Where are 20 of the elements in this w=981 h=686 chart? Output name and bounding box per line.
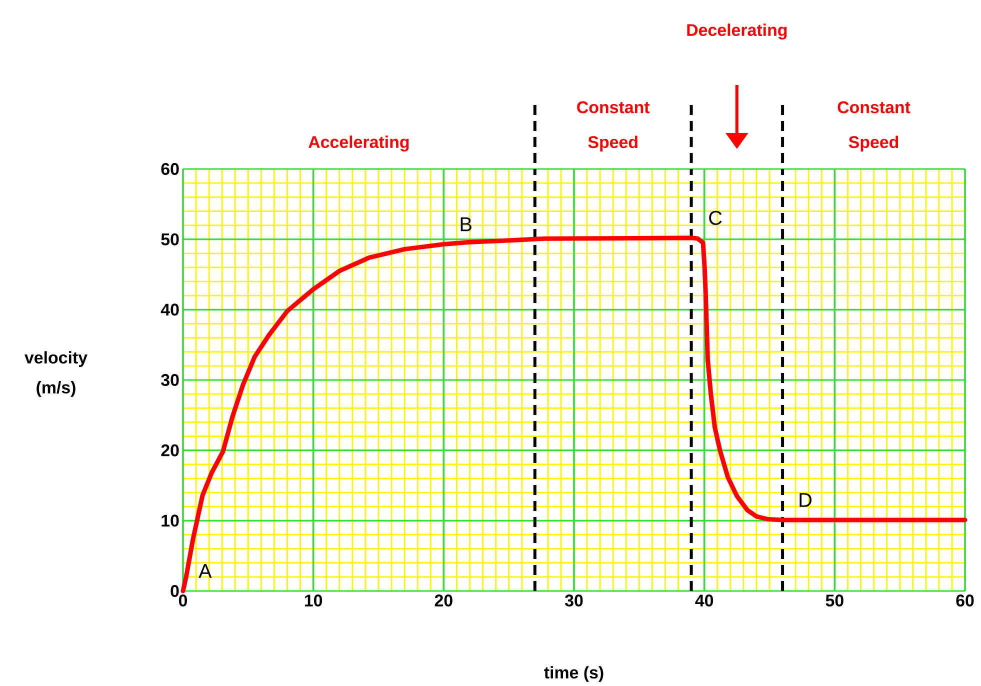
y-tick-label: 0: [170, 585, 179, 597]
x-tick-label: 20: [434, 594, 452, 607]
y-tick-label: 40: [160, 304, 179, 316]
text: Decelerating: [687, 24, 787, 40]
y-tick-label: 30: [161, 374, 179, 386]
text: Constant Speed: [838, 101, 910, 152]
y-axis-title: velocity (m/s): [24, 351, 88, 397]
x-tick-label: 60: [956, 594, 974, 607]
x-tick-label: 50: [826, 594, 844, 607]
text: Constant Speed: [577, 101, 650, 152]
y-tick-label: 60: [161, 163, 179, 175]
y-tick-label: 20: [161, 444, 179, 456]
y-tick-label: 10: [162, 514, 179, 527]
x-tick-label: 0: [178, 594, 188, 607]
x-axis-title: time (s): [544, 666, 604, 682]
x-tick-label: 40: [695, 594, 714, 607]
text: Accelerating: [308, 136, 409, 152]
x-tick-label: 30: [564, 594, 583, 607]
x-tick-label: 10: [304, 594, 322, 607]
y-tick-label: 50: [161, 233, 179, 246]
